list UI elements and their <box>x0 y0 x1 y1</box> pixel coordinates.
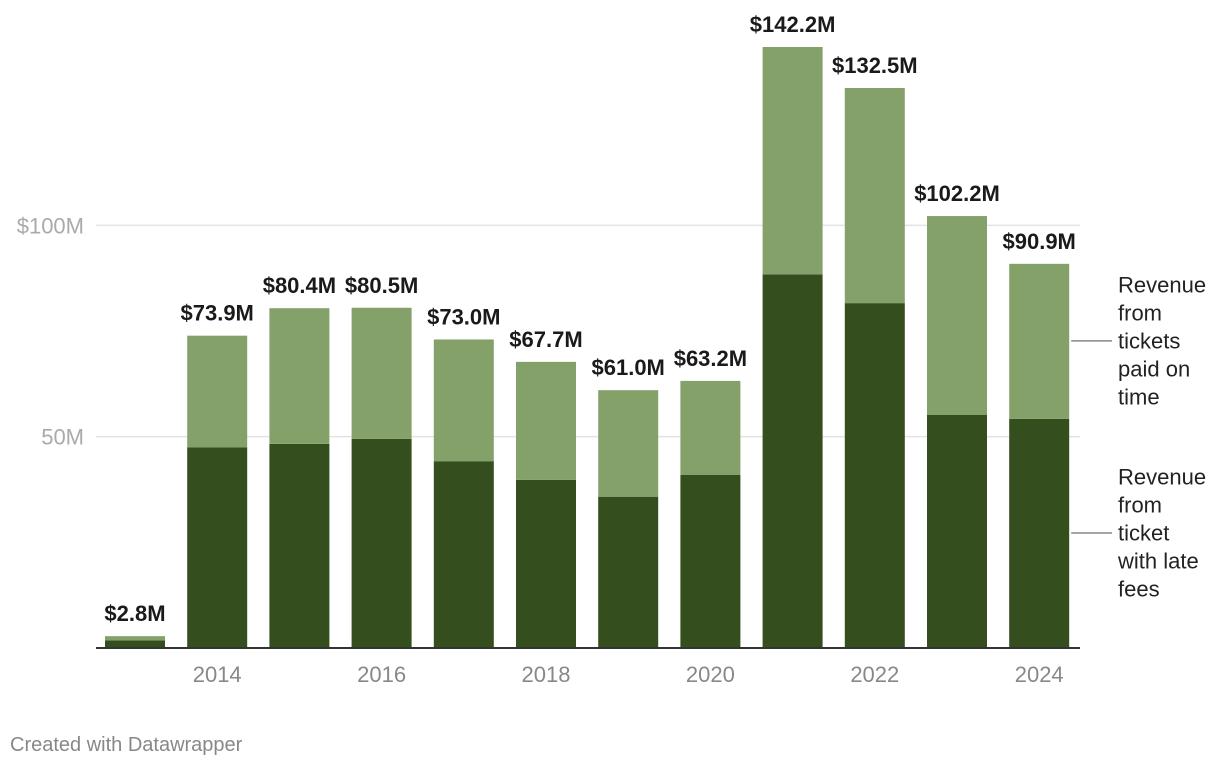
x-tick-label: 2024 <box>1015 662 1064 687</box>
y-tick-label: 50M <box>41 425 84 450</box>
bar-2013-late-fees <box>105 640 165 648</box>
bar-2017-late-fees <box>433 461 494 648</box>
credit-text: Created with Datawrapper <box>10 734 243 756</box>
bar-2022-late-fees <box>844 303 905 648</box>
stacked-bar-chart: 50M $100M $2.8M $73.9M $80.4M $80.5M $73.0M $6… <box>17 12 1206 687</box>
total-label-2019: $61.0M <box>592 355 665 380</box>
bar-2021-late-fees <box>762 274 823 648</box>
total-label-2017: $73.0M <box>427 304 500 329</box>
legend-on-time-label: from <box>1118 300 1162 325</box>
total-label-2015: $80.4M <box>263 273 336 298</box>
total-labels: $2.8M $73.9M $80.4M $80.5M $73.0M $67.7M $61.0… <box>104 12 1075 626</box>
legend-late-fees-label: fees <box>1118 576 1160 601</box>
bar-2016-late-fees <box>351 438 412 648</box>
bar-2013-on-time <box>105 636 165 641</box>
x-tick-label: 2018 <box>522 662 571 687</box>
bar-2019-on-time <box>598 390 659 497</box>
bar-2017-on-time <box>433 339 494 462</box>
x-tick-label: 2014 <box>193 662 242 687</box>
legend-late-fees-label: ticket <box>1118 520 1169 545</box>
legend-on-time-label: paid on <box>1118 356 1190 381</box>
total-label-2024: $90.9M <box>1003 229 1076 254</box>
x-tick-label: 2020 <box>686 662 735 687</box>
total-label-2018: $67.7M <box>509 327 582 352</box>
bar-2015-late-fees <box>269 443 330 648</box>
x-axis-ticks: 2014 2016 2018 2020 2022 2024 <box>193 662 1064 687</box>
bars <box>105 47 1070 648</box>
bar-2020-late-fees <box>680 474 741 648</box>
x-tick-label: 2022 <box>850 662 899 687</box>
legend-late-fees-label: from <box>1118 492 1162 517</box>
bar-2023-late-fees <box>927 414 987 648</box>
bar-2024-late-fees <box>1009 418 1070 648</box>
total-label-2021: $142.2M <box>750 12 836 37</box>
bar-2018-on-time <box>516 361 576 480</box>
total-label-2022: $132.5M <box>832 53 918 78</box>
bar-2014-late-fees <box>187 447 248 648</box>
bar-2014-on-time <box>187 335 248 448</box>
bar-2022-on-time <box>844 87 905 304</box>
x-tick-label: 2016 <box>357 662 406 687</box>
legend-on-time-label: Revenue <box>1118 272 1206 297</box>
legend-late-fees-label: with late <box>1117 548 1199 573</box>
legend-on-time-label: time <box>1118 384 1160 409</box>
legend: Revenue from tickets paid on time Revenue from… <box>1071 272 1206 601</box>
gridlines: 50M $100M <box>17 213 1080 450</box>
bar-2019-late-fees <box>598 496 659 648</box>
y-tick-label: $100M <box>17 213 84 238</box>
total-label-2016: $80.5M <box>345 273 418 298</box>
total-label-2014: $73.9M <box>181 301 254 326</box>
bar-2018-late-fees <box>516 479 576 648</box>
total-label-2020: $63.2M <box>674 346 747 371</box>
bar-2015-on-time <box>269 308 330 444</box>
total-label-2013: $2.8M <box>104 601 165 626</box>
bar-2020-on-time <box>680 380 741 475</box>
bar-2021-on-time <box>762 47 823 275</box>
legend-late-fees-label: Revenue <box>1118 464 1206 489</box>
bar-2023-on-time <box>927 216 987 415</box>
bar-2016-on-time <box>351 307 412 439</box>
legend-on-time-label: tickets <box>1118 328 1180 353</box>
bar-2024-on-time <box>1009 263 1070 419</box>
total-label-2023: $102.2M <box>914 181 1000 206</box>
